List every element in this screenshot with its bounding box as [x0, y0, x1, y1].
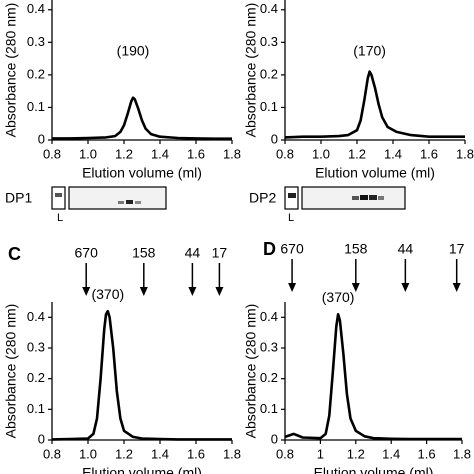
gel-label: DP2 — [249, 190, 276, 206]
marker-label: 670 — [280, 241, 304, 257]
elution-curve — [284, 70, 465, 139]
y-tick-label: 0.4 — [260, 309, 278, 324]
x-tick-label: 0.8 — [43, 446, 61, 461]
marker-label: 158 — [132, 245, 156, 261]
x-tick-label: 1.2 — [347, 446, 365, 461]
y-tick-label: 0.1 — [260, 401, 278, 416]
x-tick-label: 1.2 — [115, 146, 133, 161]
x-tick-label: 1.4 — [384, 146, 402, 161]
peak-annotation: (190) — [117, 43, 150, 59]
y-tick-label: 0.4 — [27, 1, 45, 16]
x-axis-label: Elution volume (ml) — [82, 165, 202, 181]
marker-label: 158 — [344, 241, 368, 257]
x-tick-label: 1.0 — [79, 446, 97, 461]
x-tick-label: 1.4 — [382, 446, 400, 461]
y-tick-label: 0.2 — [27, 370, 45, 385]
x-tick-label: 1.6 — [418, 446, 436, 461]
x-tick-label: 1.4 — [151, 146, 169, 161]
y-tick-label: 0.1 — [260, 99, 278, 114]
y-tick-label: 0.4 — [260, 1, 278, 16]
y-tick-label: 0.1 — [27, 401, 45, 416]
x-tick-label: 1.8 — [453, 446, 471, 461]
x-axis-label: Elution volume (ml) — [315, 165, 435, 181]
x-tick-label: 1.6 — [420, 146, 438, 161]
marker-label: 670 — [75, 245, 99, 261]
marker-arrow-head — [351, 283, 360, 292]
x-tick-label: 0.8 — [43, 146, 61, 161]
elution-curve — [51, 309, 232, 441]
gel-lane-label: L — [288, 212, 294, 224]
x-axis-label: Elution volume (ml) — [314, 465, 434, 474]
marker-arrow-head — [139, 287, 148, 296]
x-tick-label: 1.6 — [187, 146, 205, 161]
marker-label: 17 — [449, 241, 465, 257]
marker-arrow-head — [82, 287, 91, 296]
x-tick-label: 1.2 — [348, 146, 366, 161]
x-tick-label: 1.4 — [151, 446, 169, 461]
elution-curve — [52, 96, 232, 140]
y-axis-label: Absorbance (280 nm) — [3, 3, 19, 138]
x-axis-label: Elution volume (ml) — [82, 465, 202, 474]
gel-strip-1 — [51, 186, 167, 210]
x-tick-label: 1.8 — [456, 146, 474, 161]
x-tick-label: 0.8 — [276, 446, 294, 461]
y-axis-label: Absorbance (280 nm) — [3, 304, 19, 439]
x-tick-label: 1.8 — [223, 446, 241, 461]
marker-label: 44 — [185, 245, 201, 261]
y-tick-label: 0.1 — [27, 99, 45, 114]
y-tick-label: 0.3 — [27, 34, 45, 49]
y-tick-label: 0.2 — [260, 370, 278, 385]
peak-annotation: (170) — [353, 43, 386, 59]
y-tick-label: 0 — [38, 431, 45, 446]
gel-label: DP1 — [5, 190, 32, 206]
x-tick-label: 1.8 — [223, 146, 241, 161]
y-tick-label: 0.4 — [27, 309, 45, 324]
x-tick-label: 1.6 — [187, 446, 205, 461]
y-tick-label: 0.2 — [260, 66, 278, 81]
y-tick-label: 0.2 — [27, 66, 45, 81]
marker-arrow-head — [215, 287, 224, 296]
x-tick-label: 1.2 — [115, 446, 133, 461]
x-tick-label: 1.0 — [312, 146, 330, 161]
y-axis-label: Absorbance (280 nm) — [243, 3, 259, 138]
peak-annotation: (370) — [91, 286, 124, 302]
y-tick-label: 0 — [271, 131, 278, 146]
panel-letter: C — [8, 244, 21, 264]
y-tick-label: 0 — [271, 431, 278, 446]
y-tick-label: 0.3 — [27, 339, 45, 354]
marker-label: 17 — [212, 245, 228, 261]
y-tick-label: 0 — [38, 131, 45, 146]
marker-arrow-head — [452, 283, 461, 292]
gel-strip-2 — [284, 186, 406, 210]
x-tick-label: 1.0 — [79, 146, 97, 161]
panel-letter: D — [263, 239, 276, 259]
y-axis-label: Absorbance (280 nm) — [243, 304, 259, 439]
elution-curve — [284, 313, 462, 441]
gel-lane-label: L — [57, 212, 63, 224]
marker-label: 44 — [398, 241, 414, 257]
marker-arrow-head — [188, 287, 197, 296]
peak-annotation: (370) — [322, 289, 355, 305]
y-tick-label: 0.3 — [260, 34, 278, 49]
y-tick-label: 0.3 — [260, 339, 278, 354]
x-tick-label: 1 — [317, 446, 324, 461]
marker-arrow-head — [288, 283, 297, 292]
x-tick-label: 0.8 — [276, 146, 294, 161]
marker-arrow-head — [401, 283, 410, 292]
